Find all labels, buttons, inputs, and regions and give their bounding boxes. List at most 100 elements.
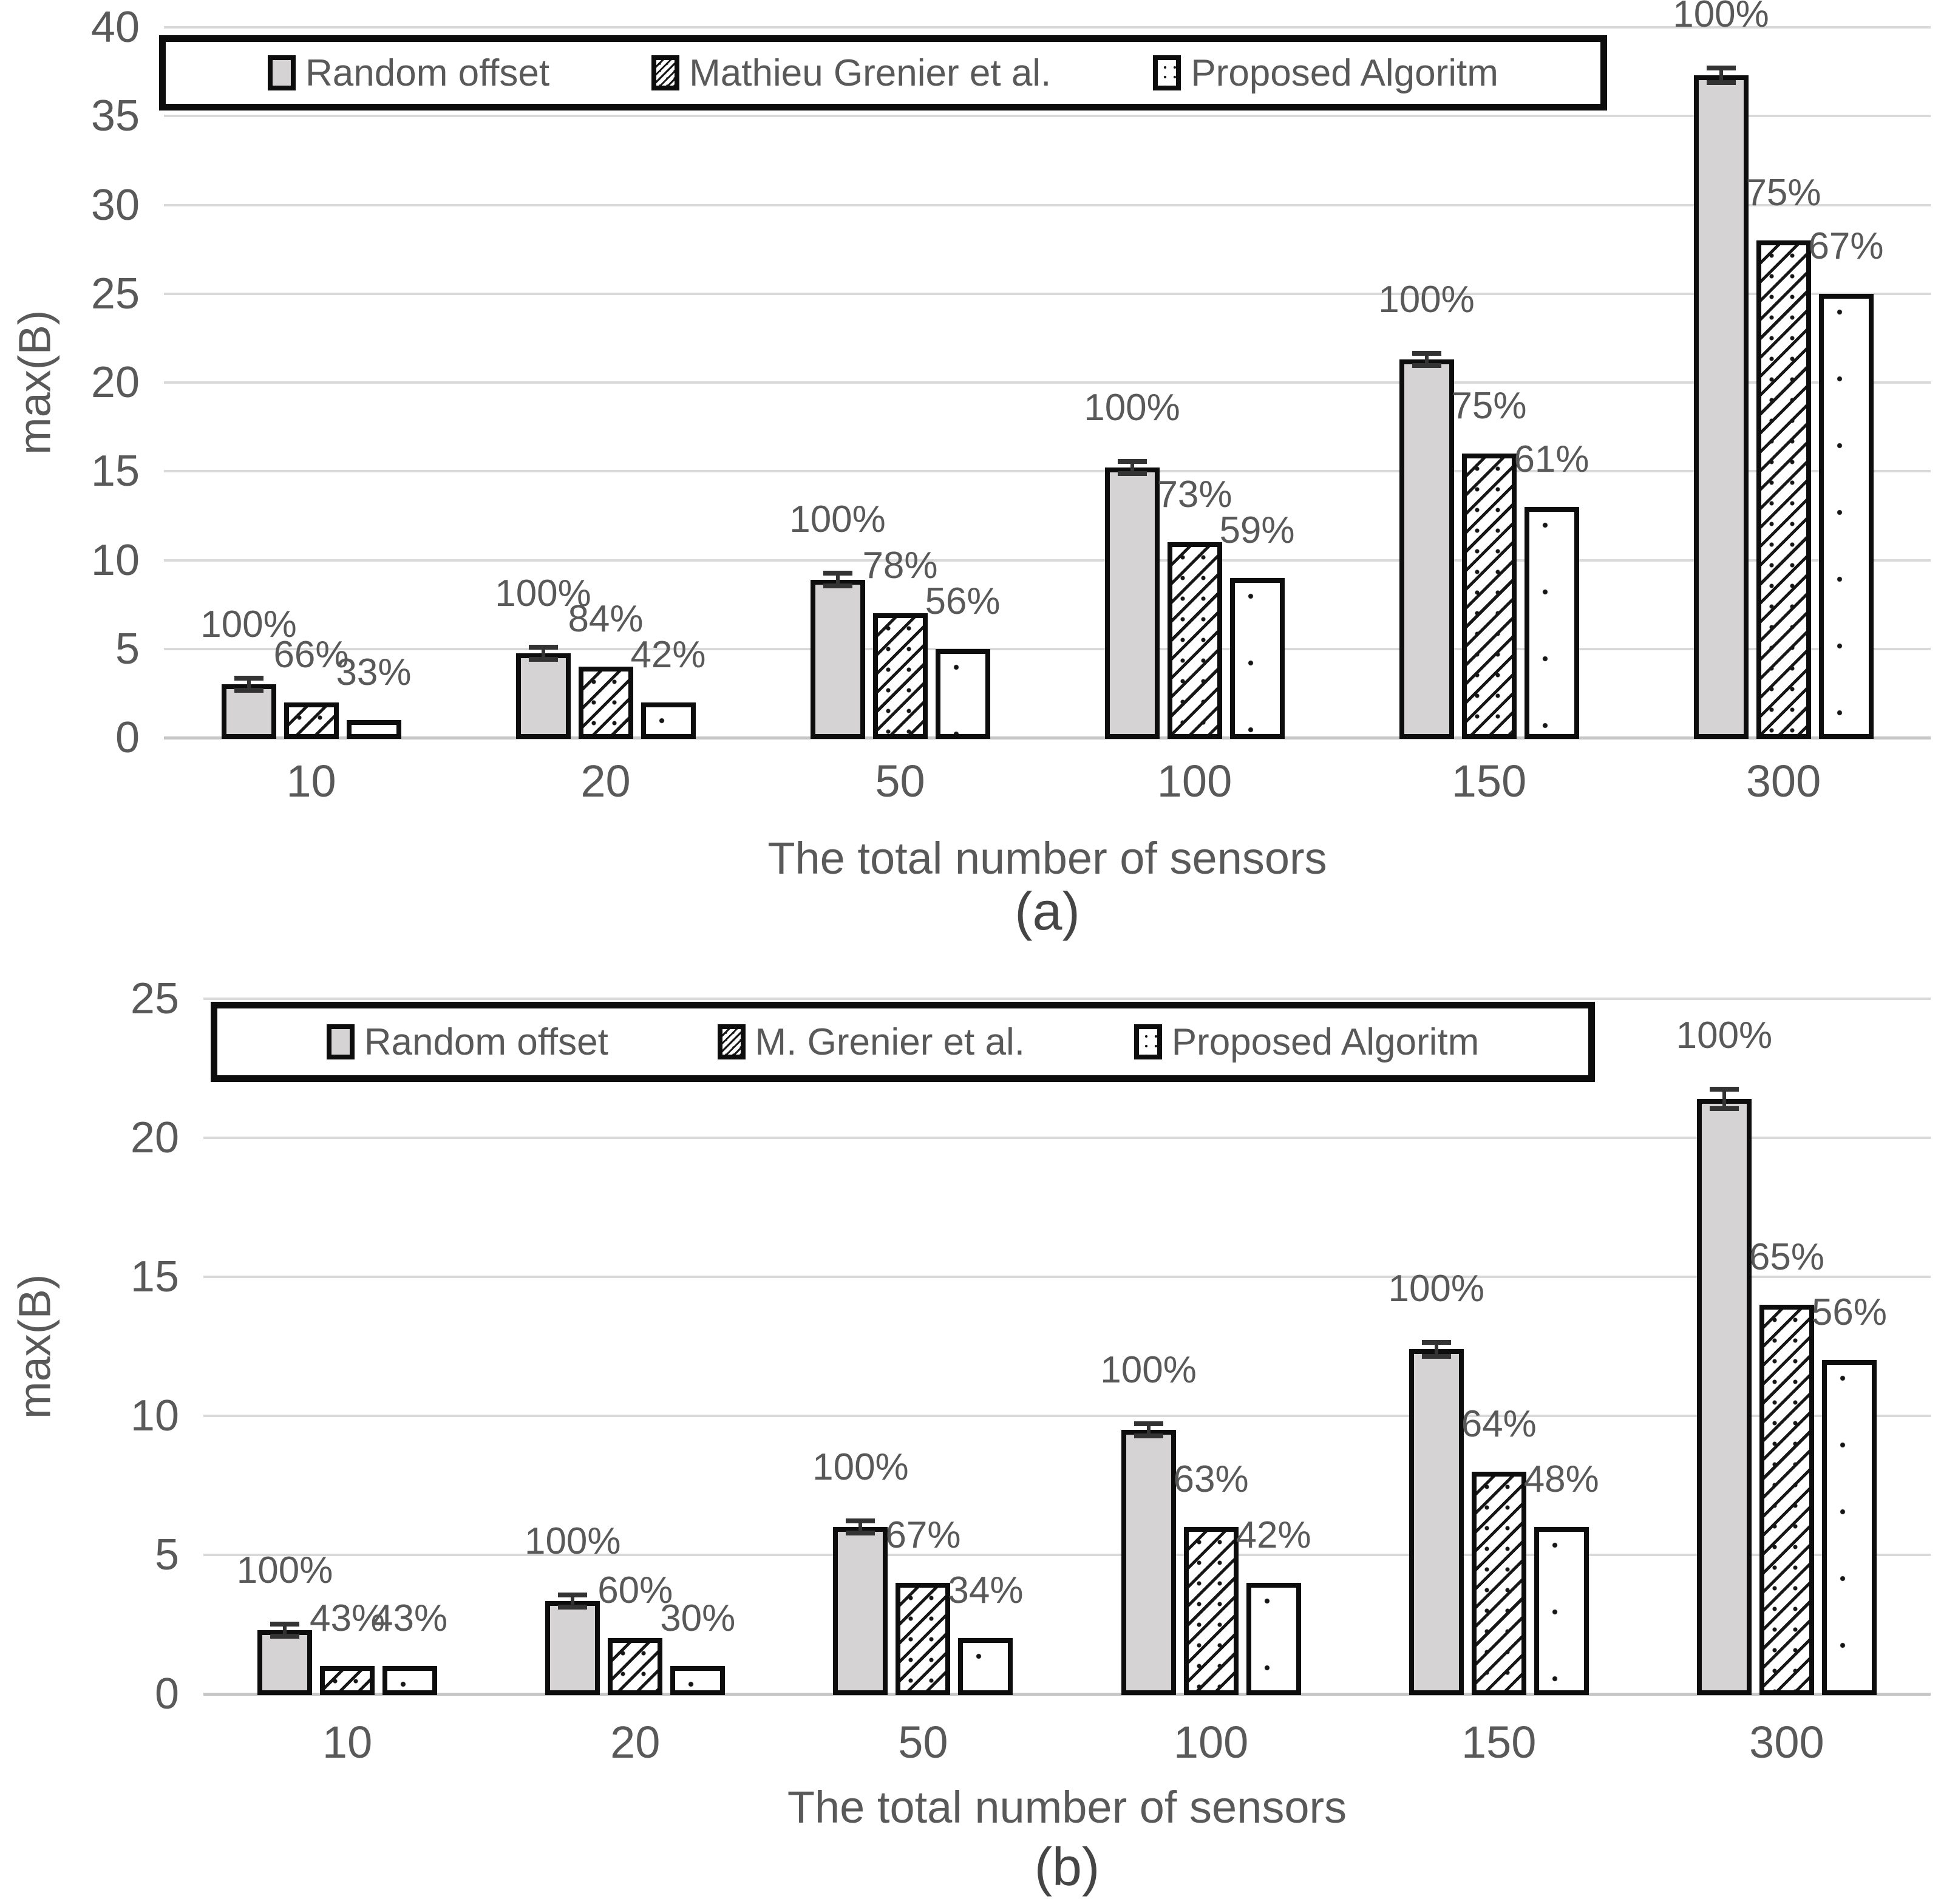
x-category-label: 150: [1451, 756, 1527, 806]
panel-caption: (a): [1015, 881, 1080, 941]
bar-value-label: 63%: [1173, 1458, 1249, 1501]
y-gridline: [164, 26, 1931, 29]
y-tick-label: 20: [90, 358, 140, 407]
x-axis-title: The total number of sensors: [767, 833, 1327, 883]
bar-value-label: 100%: [1673, 0, 1769, 36]
legend-swatch-solid-gray: [268, 55, 296, 90]
y-tick-label: 15: [130, 1253, 179, 1301]
legend-swatch-sparse-dots: [1153, 55, 1181, 90]
error-bar-cap: [1706, 66, 1736, 71]
legend-swatch-sparse-dots: [1134, 1024, 1162, 1059]
bar-s0-300: [1696, 1098, 1752, 1695]
error-bar-cap: [234, 676, 263, 681]
bar-s0-50: [833, 1527, 888, 1695]
bar-s1-10: [320, 1666, 375, 1695]
bar-value-label: 100%: [524, 1520, 621, 1562]
error-bar-cap: [528, 657, 558, 662]
panel-b: max(B) Random offset M. Grenier et al. Pro…: [0, 947, 1958, 1904]
legend-swatch-diagonal-dash-hatch: [717, 1024, 746, 1059]
bar-s1-150: [1471, 1471, 1526, 1695]
bar-value-label: 75%: [1746, 172, 1821, 214]
bar-s2-150: [1524, 506, 1579, 739]
x-axis-title: The total number of sensors: [787, 1782, 1347, 1832]
y-axis-title: max(B): [9, 1274, 60, 1419]
x-category-label: 100: [1157, 756, 1232, 806]
error-bar-cap: [1412, 362, 1441, 368]
y-gridline: [164, 470, 1931, 473]
bar-value-label: 100%: [1388, 1267, 1485, 1310]
y-gridline: [164, 203, 1931, 206]
bar-value-label: 67%: [1808, 225, 1884, 267]
bar-s2-300: [1818, 293, 1874, 739]
error-bar: [1722, 1089, 1726, 1109]
error-bar-cap: [528, 645, 558, 650]
y-tick-label: 35: [90, 92, 140, 141]
bar-s2-100: [1229, 577, 1285, 739]
bar-s2-150: [1534, 1527, 1589, 1695]
bar-value-label: 78%: [862, 545, 938, 587]
y-gridline: [203, 1137, 1931, 1139]
error-bar-cap: [823, 583, 852, 588]
error-bar-cap: [1117, 471, 1147, 477]
error-bar: [283, 1623, 287, 1636]
bar-s1-20: [578, 667, 633, 739]
y-tick-label: 10: [90, 536, 140, 585]
bar-s2-20: [670, 1666, 726, 1695]
legend-swatch-diagonal-dash-hatch: [651, 55, 680, 90]
y-gridline: [164, 381, 1931, 384]
bar-s1-300: [1759, 1304, 1814, 1695]
x-axis-line: [203, 1693, 1931, 1696]
legend-label: M. Grenier et al.: [755, 1021, 1025, 1063]
bar-value-label: 30%: [660, 1597, 736, 1640]
error-bar: [835, 573, 840, 586]
legend-label: Proposed Algoritm: [1191, 52, 1498, 94]
y-tick-label: 15: [90, 447, 140, 496]
y-tick-label: 25: [130, 974, 179, 1023]
error-bar: [1146, 1423, 1151, 1436]
legend-item-s2: Proposed Algoritm: [1153, 52, 1498, 95]
x-category-label: 50: [898, 1717, 948, 1767]
x-category-label: 100: [1173, 1717, 1249, 1767]
y-gridline: [164, 559, 1931, 562]
bar-s0-20: [515, 653, 571, 739]
bar-s2-20: [641, 702, 696, 739]
bar-s2-10: [346, 719, 401, 739]
error-bar-cap: [558, 1604, 588, 1610]
y-tick-label: 25: [90, 269, 140, 318]
error-bar-cap: [1706, 80, 1736, 85]
bar-value-label: 59%: [1219, 509, 1295, 551]
y-tick-label: 5: [154, 1531, 179, 1579]
x-category-label: 20: [610, 1717, 661, 1767]
bar-value-label: 43%: [310, 1597, 386, 1640]
legend-label: Random offset: [305, 52, 550, 94]
error-bar-cap: [270, 1621, 300, 1627]
y-tick-label: 5: [115, 624, 140, 673]
bar-s1-100: [1167, 542, 1222, 739]
bar-value-label: 73%: [1157, 474, 1232, 516]
bar-value-label: 43%: [372, 1597, 448, 1640]
y-gridline: [164, 292, 1931, 295]
legend-label: Proposed Algoritm: [1171, 1021, 1480, 1063]
bar-value-label: 56%: [925, 580, 1001, 622]
bar-s2-100: [1246, 1582, 1301, 1695]
x-category-label: 150: [1461, 1717, 1537, 1767]
y-gridline: [203, 998, 1931, 1000]
x-category-label: 300: [1749, 1717, 1824, 1767]
bar-s0-100: [1104, 467, 1160, 739]
bar-value-label: 100%: [1100, 1348, 1197, 1391]
bar-s0-100: [1121, 1429, 1176, 1695]
error-bar-cap: [1421, 1353, 1451, 1359]
legend-item-s0: Random offset: [268, 52, 549, 95]
bar-s1-100: [1183, 1527, 1239, 1695]
error-bar: [858, 1521, 863, 1534]
bar-value-label: 56%: [1811, 1291, 1887, 1334]
bar-s0-10: [257, 1630, 313, 1695]
error-bar-cap: [270, 1633, 300, 1639]
bar-value-label: 67%: [885, 1514, 961, 1556]
error-bar-cap: [1709, 1106, 1739, 1111]
error-bar-cap: [1709, 1086, 1739, 1092]
bar-value-label: 34%: [948, 1569, 1024, 1612]
bar-s0-20: [545, 1600, 600, 1695]
bar-s2-300: [1821, 1360, 1877, 1695]
bar-value-label: 100%: [789, 498, 886, 541]
